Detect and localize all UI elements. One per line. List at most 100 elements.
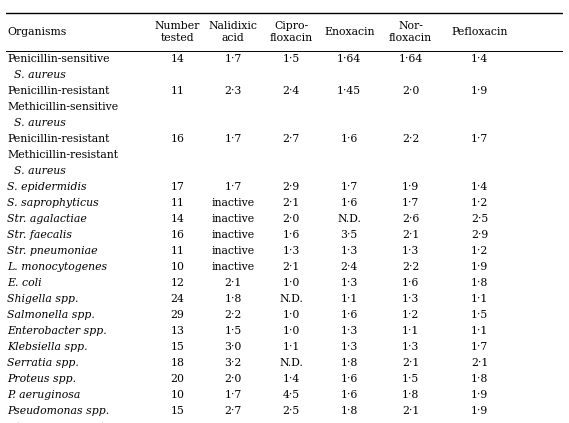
Text: Shigella spp.: Shigella spp. xyxy=(7,294,79,304)
Text: 2·9: 2·9 xyxy=(471,230,488,240)
Text: 1·6: 1·6 xyxy=(402,278,419,288)
Text: 11: 11 xyxy=(171,246,184,256)
Text: 2·1: 2·1 xyxy=(471,358,488,368)
Text: 1·6: 1·6 xyxy=(340,134,358,144)
Text: 2·7: 2·7 xyxy=(225,407,242,416)
Text: 1·9: 1·9 xyxy=(471,390,488,400)
Text: 1·7: 1·7 xyxy=(471,342,488,352)
Text: 2·0: 2·0 xyxy=(402,86,419,96)
Text: 1·3: 1·3 xyxy=(340,326,358,336)
Text: Str. faecalis: Str. faecalis xyxy=(7,230,72,240)
Text: 11: 11 xyxy=(171,86,184,96)
Text: 1·64: 1·64 xyxy=(337,54,361,64)
Text: 1·8: 1·8 xyxy=(471,374,488,384)
Text: Methicillin-resistant: Methicillin-resistant xyxy=(7,150,118,160)
Text: 1·6: 1·6 xyxy=(340,390,358,400)
Text: inactive: inactive xyxy=(212,246,255,256)
Text: N.D.: N.D. xyxy=(337,214,361,224)
Text: 1·6: 1·6 xyxy=(340,198,358,208)
Text: 2·2: 2·2 xyxy=(402,262,419,272)
Text: inactive: inactive xyxy=(212,262,255,272)
Text: inactive: inactive xyxy=(212,214,255,224)
Text: S. epidermidis: S. epidermidis xyxy=(7,182,87,192)
Text: 1·0: 1·0 xyxy=(282,326,300,336)
Text: S. saprophyticus: S. saprophyticus xyxy=(7,198,99,208)
Text: 1·5: 1·5 xyxy=(402,374,419,384)
Text: 17: 17 xyxy=(171,182,184,192)
Text: 2·6: 2·6 xyxy=(402,214,419,224)
Text: 1·6: 1·6 xyxy=(340,374,358,384)
Text: 1·3: 1·3 xyxy=(340,342,358,352)
Text: 2·2: 2·2 xyxy=(402,134,419,144)
Text: 1·5: 1·5 xyxy=(225,326,242,336)
Text: 1·2: 1·2 xyxy=(471,198,488,208)
Text: 10: 10 xyxy=(171,262,184,272)
Text: 1·8: 1·8 xyxy=(402,390,419,400)
Text: Number
tested: Number tested xyxy=(155,21,200,43)
Text: Enoxacin: Enoxacin xyxy=(324,27,374,37)
Text: inactive: inactive xyxy=(212,230,255,240)
Text: 2·1: 2·1 xyxy=(225,278,242,288)
Text: 1·7: 1·7 xyxy=(402,198,419,208)
Text: 1·9: 1·9 xyxy=(402,182,419,192)
Text: N.D.: N.D. xyxy=(279,358,303,368)
Text: 2·1: 2·1 xyxy=(402,358,419,368)
Text: (not aeruginosa): (not aeruginosa) xyxy=(7,422,105,423)
Text: Pseudomonas spp.: Pseudomonas spp. xyxy=(7,407,110,416)
Text: 1·7: 1·7 xyxy=(471,134,488,144)
Text: 15: 15 xyxy=(171,407,184,416)
Text: 2·5: 2·5 xyxy=(283,407,300,416)
Text: 1·9: 1·9 xyxy=(471,262,488,272)
Text: 2·1: 2·1 xyxy=(402,230,419,240)
Text: 1·6: 1·6 xyxy=(340,310,358,320)
Text: 24: 24 xyxy=(171,294,184,304)
Text: S. aureus: S. aureus xyxy=(7,70,66,80)
Text: Methicillin-sensitive: Methicillin-sensitive xyxy=(7,102,118,112)
Text: 1·5: 1·5 xyxy=(471,310,488,320)
Text: 15: 15 xyxy=(171,342,184,352)
Text: 1·7: 1·7 xyxy=(225,390,242,400)
Text: 2·0: 2·0 xyxy=(282,214,300,224)
Text: N.D.: N.D. xyxy=(279,294,303,304)
Text: Str. pneumoniae: Str. pneumoniae xyxy=(7,246,98,256)
Text: 29: 29 xyxy=(171,310,184,320)
Text: Proteus spp.: Proteus spp. xyxy=(7,374,76,384)
Text: 12: 12 xyxy=(171,278,184,288)
Text: Enterobacter spp.: Enterobacter spp. xyxy=(7,326,107,336)
Text: 1·3: 1·3 xyxy=(282,246,300,256)
Text: P. aeruginosa: P. aeruginosa xyxy=(7,390,81,400)
Text: Cipro-
floxacin: Cipro- floxacin xyxy=(270,21,313,43)
Text: Penicillin-sensitive: Penicillin-sensitive xyxy=(7,54,110,64)
Text: 1·1: 1·1 xyxy=(471,294,488,304)
Text: 2·9: 2·9 xyxy=(283,182,300,192)
Text: 1·8: 1·8 xyxy=(225,294,242,304)
Text: Penicillin-resistant: Penicillin-resistant xyxy=(7,134,110,144)
Text: 3·2: 3·2 xyxy=(225,358,242,368)
Text: inactive: inactive xyxy=(212,198,255,208)
Text: 1·8: 1·8 xyxy=(340,358,358,368)
Text: 14: 14 xyxy=(171,214,184,224)
Text: Serratia spp.: Serratia spp. xyxy=(7,358,79,368)
Text: 1·9: 1·9 xyxy=(471,86,488,96)
Text: 1·8: 1·8 xyxy=(340,407,358,416)
Text: 10: 10 xyxy=(171,390,184,400)
Text: 2·3: 2·3 xyxy=(225,86,242,96)
Text: 18: 18 xyxy=(171,358,184,368)
Text: 1·3: 1·3 xyxy=(340,246,358,256)
Text: 1·8: 1·8 xyxy=(471,278,488,288)
Text: 2·4: 2·4 xyxy=(341,262,358,272)
Text: 13: 13 xyxy=(171,326,184,336)
Text: Str. agalactiae: Str. agalactiae xyxy=(7,214,87,224)
Text: 1·1: 1·1 xyxy=(402,326,419,336)
Text: 1·4: 1·4 xyxy=(471,182,488,192)
Text: 1·45: 1·45 xyxy=(337,86,361,96)
Text: 1·0: 1·0 xyxy=(282,310,300,320)
Text: 2·1: 2·1 xyxy=(402,407,419,416)
Text: 1·0: 1·0 xyxy=(282,278,300,288)
Text: 1·1: 1·1 xyxy=(471,326,488,336)
Text: 1·3: 1·3 xyxy=(402,294,419,304)
Text: 2·4: 2·4 xyxy=(283,86,300,96)
Text: 1·1: 1·1 xyxy=(340,294,358,304)
Text: Salmonella spp.: Salmonella spp. xyxy=(7,310,95,320)
Text: 2·1: 2·1 xyxy=(282,262,300,272)
